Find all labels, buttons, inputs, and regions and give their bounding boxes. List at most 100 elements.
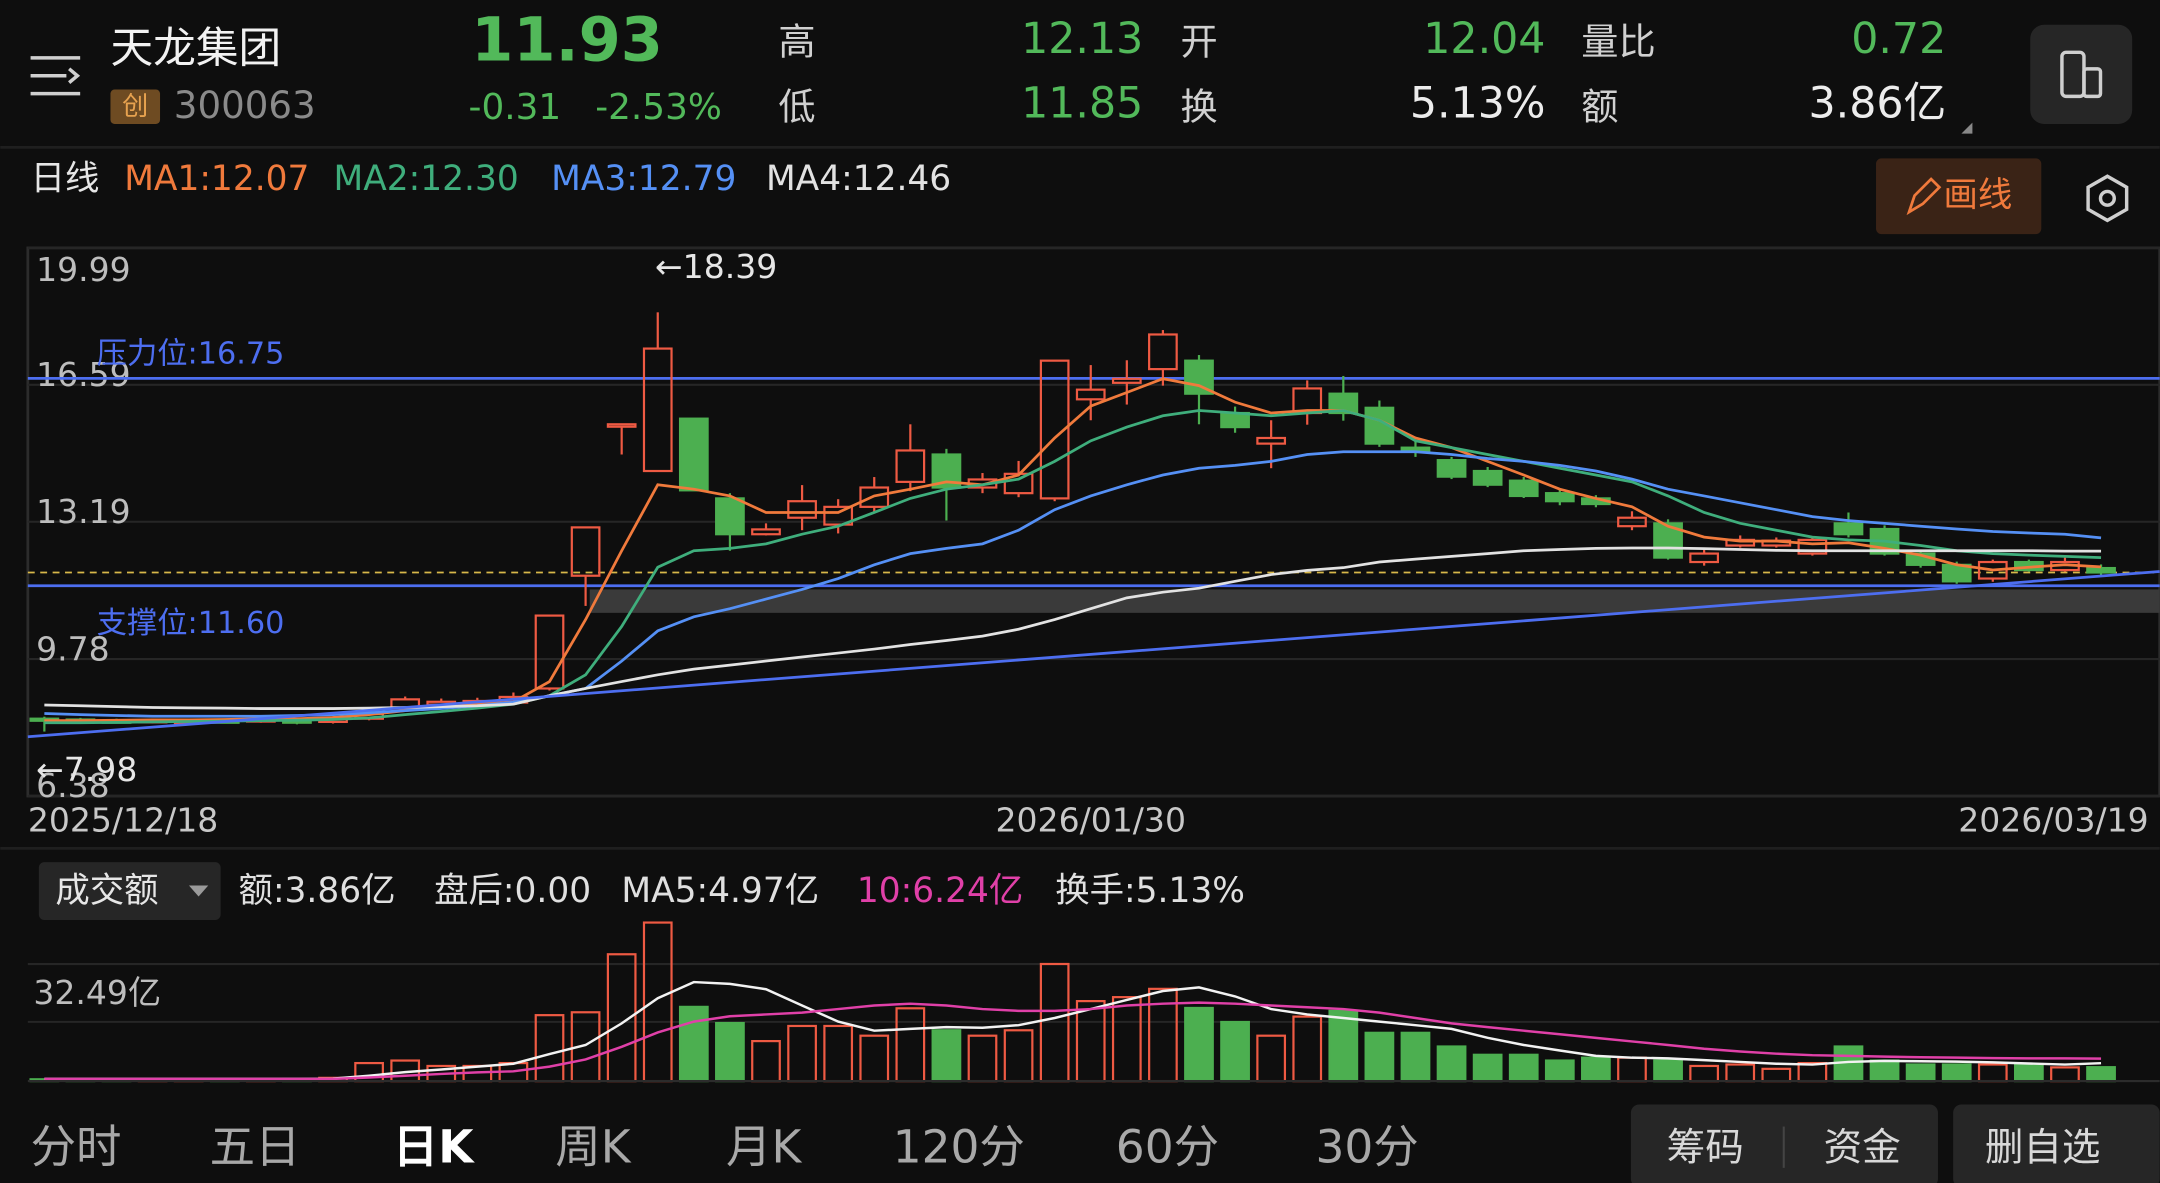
candle-body: [570, 526, 601, 577]
candle-body: [1508, 479, 1539, 498]
volume-bar: [1508, 1053, 1539, 1083]
stat-value: 12.04: [1423, 14, 1545, 64]
y-tick-label: 19.99: [36, 250, 131, 289]
volume-bar: [1220, 1020, 1250, 1083]
pencil-icon: [1906, 177, 1942, 216]
high-annotation: ←18.39: [655, 247, 777, 286]
candle-body: [2086, 566, 2116, 574]
volume-bar: [1544, 1059, 1575, 1083]
candle-body: [715, 497, 745, 536]
stat-value: 11.85: [1021, 79, 1143, 129]
candle-body: [859, 486, 890, 508]
candle-body: [1436, 459, 1467, 478]
resistance-label: 压力位:16.75: [97, 336, 285, 371]
action-button[interactable]: 筹码: [1667, 1125, 1744, 1170]
low-annotation: ←7.98: [36, 750, 137, 789]
draw-button[interactable]: [1876, 158, 2042, 235]
badge: 创: [122, 92, 148, 122]
ma-legend: MA3:12.79: [551, 159, 736, 199]
stock-name: 天龙集团: [110, 23, 281, 73]
candle-body: [606, 423, 637, 428]
stat-label: 低: [778, 84, 815, 128]
device-icon: [2060, 50, 2103, 99]
stock-code: 300063: [174, 83, 316, 127]
stat-label: 额: [1581, 84, 1618, 128]
volume-layer: 32.49亿 额:3.86亿 盘后:0.00 MA5:4.97亿 10:6.24亿 换手:…: [27, 871, 2160, 1083]
period-tab[interactable]: 30分: [1315, 1120, 1418, 1173]
candle-body: [1184, 359, 1214, 395]
price-layer: 19.99 16.59 13.19 9.78 6.38 压力位:16.75 支撑位:11.6…: [27, 247, 2160, 805]
stat-value: 0.72: [1851, 14, 1946, 64]
period-tab[interactable]: 月K: [726, 1120, 802, 1173]
menu-icon[interactable]: [30, 56, 81, 96]
volume-bar: [715, 1021, 745, 1083]
candle-body: [1833, 522, 1864, 536]
volume-bar: [1905, 1063, 1936, 1083]
candle-body: [823, 505, 854, 526]
volume-bar: [1653, 1059, 1683, 1083]
candle-body: [1256, 436, 1287, 445]
candle-body: [1797, 538, 1828, 555]
volume-bar: [1581, 1056, 1611, 1083]
candle-body: [1039, 359, 1070, 500]
period-tab[interactable]: 分时: [31, 1120, 122, 1173]
stat-value: 5.13%: [1410, 79, 1546, 129]
volume-bar: [2014, 1063, 2044, 1083]
candle-body: [1544, 492, 1575, 503]
period-tab[interactable]: 日K: [393, 1120, 475, 1173]
settings-icon[interactable]: [2086, 174, 2129, 223]
x-tick-label: 2025/12/18: [28, 801, 218, 840]
period-tab[interactable]: 周K: [555, 1120, 631, 1173]
stat-label: 量比: [1581, 20, 1655, 64]
support-label: 支撑位:11.60: [97, 606, 285, 641]
candle-body: [678, 417, 709, 492]
x-tick-label: 2026/03/19: [1958, 801, 2148, 840]
price-change-pct: -2.53%: [595, 87, 722, 128]
ma-legend: MA1:12.07: [124, 159, 309, 199]
price-change: -0.31: [469, 87, 562, 128]
y-tick-label: 16.59: [36, 355, 131, 394]
period-label: 日线: [31, 159, 100, 199]
volume-legend: 换手:5.13%: [1055, 871, 1245, 911]
last-price: 11.93: [471, 6, 663, 76]
volume-legend: 10:6.24亿: [857, 871, 1023, 911]
bottom-layer: 分时 五日 日K 周K 月K 120分 60分 30分 筹码 资金 删自选: [31, 1120, 2101, 1173]
device-button[interactable]: [2030, 24, 2133, 124]
candle-body: [642, 347, 673, 473]
action-button[interactable]: 删自选: [1985, 1125, 2101, 1170]
stat-label: 高: [778, 20, 815, 64]
candle-body: [751, 528, 781, 536]
volume-selector[interactable]: [38, 862, 221, 920]
period-tab[interactable]: 60分: [1116, 1120, 1219, 1173]
candle-body: [787, 500, 817, 519]
stat-label: 开: [1181, 20, 1218, 64]
ma-legend: MA2:12.30: [334, 159, 519, 199]
volume-legend: 盘后:0.00: [434, 871, 591, 911]
candle-body: [1328, 392, 1359, 415]
volume-bar: [1184, 1006, 1214, 1083]
period-tab[interactable]: 五日: [210, 1120, 301, 1173]
volume-bar: [1472, 1053, 1503, 1083]
ma-line: [44, 409, 2102, 725]
x-tick-label: 2026/01/30: [995, 801, 1185, 840]
volume-bar: [678, 1005, 709, 1083]
candle-body: [1689, 552, 1720, 564]
stat-value: 3.86亿: [1809, 79, 1947, 129]
candle-body: [1472, 469, 1503, 486]
candle-body: [1111, 377, 1142, 384]
volume-bar: [931, 1029, 962, 1083]
period-tab[interactable]: 120分: [893, 1120, 1025, 1173]
dropdown-arrow: [188, 885, 209, 897]
stat-label: 换: [1181, 84, 1218, 128]
volume-ma-line: [44, 1001, 2102, 1081]
volume-bar: [1869, 1059, 1900, 1083]
volume-ma-line: [44, 980, 2102, 1081]
ma-line: [44, 450, 2102, 718]
candle-body: [895, 449, 926, 483]
volume-legend: MA5:4.97亿: [621, 871, 819, 911]
trend-line: [27, 570, 2160, 739]
badge-bg: [110, 89, 161, 124]
action-button[interactable]: 资金: [1824, 1125, 1901, 1170]
